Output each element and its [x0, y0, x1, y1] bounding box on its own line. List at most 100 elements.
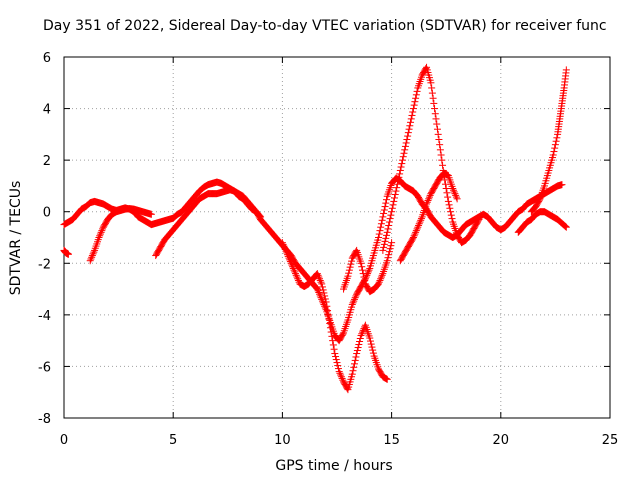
data-point [184, 208, 192, 216]
data-point [428, 84, 436, 92]
data-point [560, 87, 568, 95]
data-point [450, 188, 458, 196]
data-point [332, 356, 340, 364]
data-point [325, 315, 333, 323]
data-point [357, 331, 365, 339]
data-point [307, 277, 315, 285]
data-point [393, 180, 401, 188]
data-point [433, 120, 441, 128]
data-point [447, 208, 455, 216]
data-point [171, 223, 179, 231]
data-point [106, 213, 114, 221]
data-point [359, 270, 367, 278]
data-point [337, 373, 345, 381]
data-point [551, 141, 559, 149]
data-point [97, 228, 105, 236]
data-point [324, 311, 332, 319]
data-point [433, 221, 441, 229]
data-point [422, 65, 430, 73]
data-point [434, 130, 442, 138]
data-point [433, 125, 441, 133]
data-point [410, 101, 418, 109]
data-point [155, 246, 163, 254]
data-point [350, 360, 358, 368]
tick-marks: 0 5 10 15 20 25 -8 -6 -4 -2 0 2 4 6 [38, 51, 618, 448]
data-point [349, 367, 357, 375]
data-point [353, 350, 361, 358]
data-point [453, 195, 461, 203]
data-point [385, 221, 393, 229]
data-point [404, 132, 412, 140]
data-point [180, 213, 188, 221]
series-segment-8 [396, 169, 461, 265]
data-point [516, 226, 524, 234]
data-point [294, 275, 302, 283]
data-point [412, 228, 420, 236]
data-point [284, 252, 292, 260]
data-point [320, 289, 328, 297]
data-point [293, 273, 301, 281]
data-point [346, 263, 354, 271]
data-point [343, 318, 351, 326]
data-point [444, 193, 452, 201]
data-point [365, 332, 373, 340]
data-point [443, 189, 451, 197]
data-point [562, 223, 570, 231]
data-point [358, 266, 366, 274]
y-tick-label: -8 [38, 412, 51, 427]
axes [63, 56, 611, 419]
data-point [189, 203, 197, 211]
data-point [436, 146, 444, 154]
data-point [292, 270, 300, 278]
data-point [327, 328, 335, 336]
data-point [439, 161, 447, 169]
chart-title: Day 351 of 2022, Sidereal Day-to-day VTE… [43, 18, 607, 34]
data-point [365, 266, 373, 274]
data-point [64, 250, 72, 258]
data-point [350, 297, 358, 305]
data-point [356, 338, 364, 346]
y-tick-label: 2 [43, 154, 51, 169]
data-point [99, 225, 107, 233]
data-point [403, 136, 411, 144]
data-point [417, 215, 425, 223]
data-point [250, 205, 258, 213]
data-point [163, 234, 171, 241]
data-point [339, 376, 347, 384]
data-point [407, 118, 415, 126]
data-point [372, 282, 380, 290]
data-point [71, 213, 79, 221]
data-point [412, 190, 420, 198]
data-point [349, 299, 357, 307]
data-point [316, 276, 324, 284]
data-point [486, 215, 494, 223]
data-point [272, 234, 280, 241]
data-point [393, 184, 401, 192]
x-tick-label: 15 [383, 433, 400, 448]
data-point [540, 184, 548, 192]
data-point [331, 350, 339, 358]
data-point [356, 285, 364, 293]
data-point [404, 129, 412, 137]
data-point [281, 244, 289, 252]
data-point [396, 170, 404, 178]
data-point [399, 156, 407, 164]
x-tick-label: 25 [602, 433, 619, 448]
data-point [387, 211, 395, 219]
data-point [376, 276, 384, 284]
data-point [94, 236, 102, 244]
data-point [326, 324, 334, 332]
y-tick-label: -2 [38, 257, 51, 272]
data-point [241, 195, 249, 203]
data-point [397, 163, 405, 171]
data-point [329, 337, 337, 345]
data-point [282, 247, 290, 255]
data-point [348, 257, 356, 265]
data-point [380, 206, 388, 214]
data-point [438, 226, 446, 234]
data-point [388, 204, 396, 212]
series-segment-5 [278, 239, 391, 394]
data-point [378, 271, 386, 279]
data-point [414, 223, 422, 231]
data-point [314, 287, 322, 295]
